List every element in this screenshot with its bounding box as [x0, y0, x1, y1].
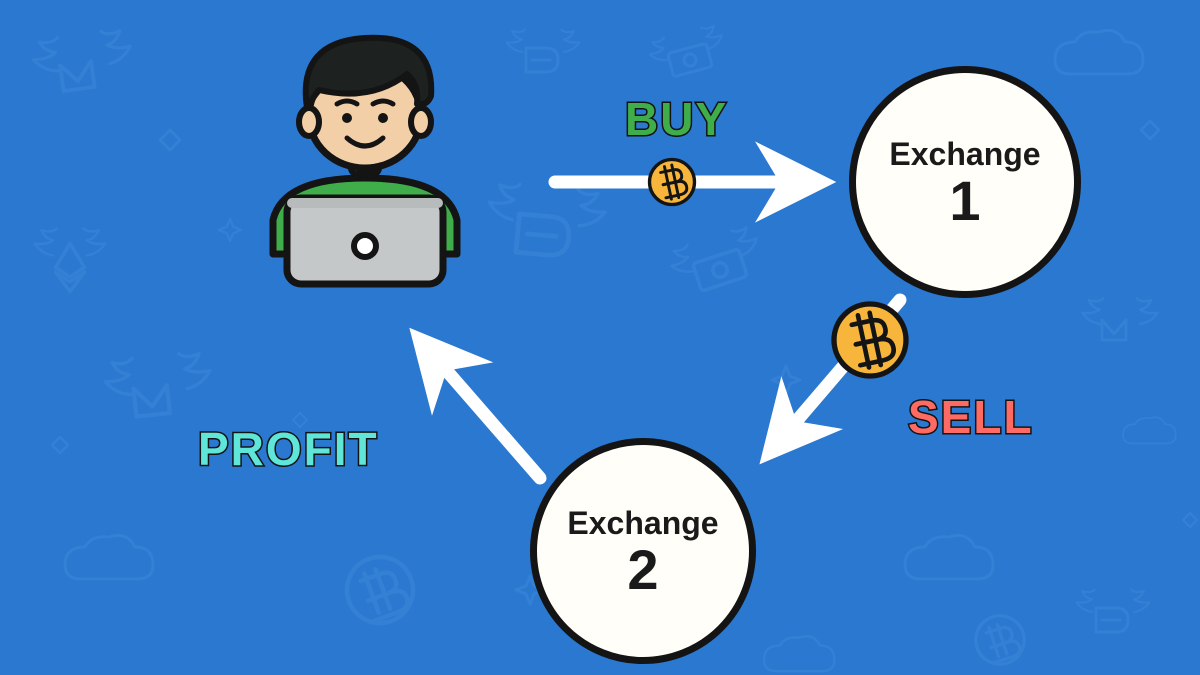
sell-label: SELL	[908, 390, 1034, 444]
bitcoin-coin-sell	[830, 300, 910, 380]
flow-arrows	[0, 0, 1200, 675]
profit-label: PROFIT	[198, 422, 379, 476]
bitcoin-coin-buy	[647, 157, 697, 207]
diagram-stage: Exchange 1 Exchange 2 BUY SELL PROFIT	[0, 0, 1200, 675]
buy-label: BUY	[625, 92, 728, 146]
